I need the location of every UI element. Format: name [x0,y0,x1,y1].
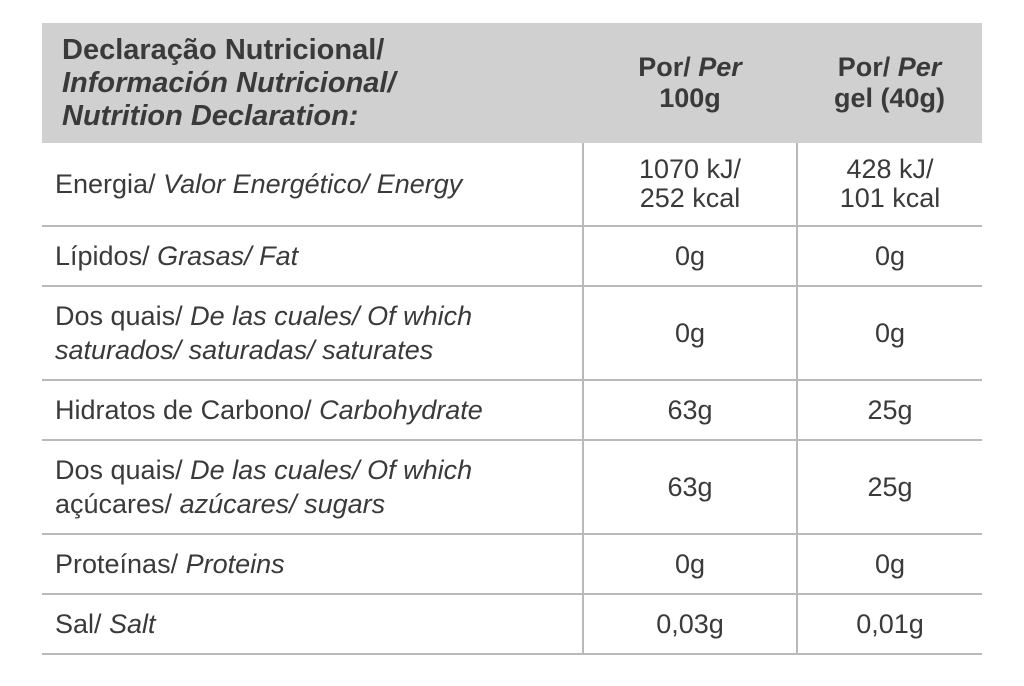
per-label: Per [897,52,942,82]
label-segment: Dos quais/ [55,301,191,331]
label-segment: açúcares/ [55,489,180,519]
value-line: 25g [867,394,913,425]
title-line-english: Nutrition Declaration: [62,99,359,132]
value-line: 428 kJ/ [846,154,934,184]
value-per-gel: 0,01g [796,594,982,655]
value-per-100g: 63g [582,380,797,441]
value-per-100g: 63g [582,440,797,535]
value-line: 0g [874,548,906,579]
value-line: 63g [667,394,713,425]
value-per-100g: 0g [582,226,797,287]
value-line: 0g [874,317,906,348]
nutrient-label: Dos quais/ De las cuales/ Of which satura… [42,286,583,381]
per-100g-label-line: Por/ Per [583,52,797,83]
nutrient-label: Dos quais/ De las cuales/ Of which açúcar… [42,440,583,535]
nutrient-label: Lípidos/ Grasas/ Fat [42,226,583,287]
label-segment: Proteins [185,549,285,579]
value-line: 0g [874,240,906,271]
value-line: 1070 kJ/ [638,154,742,184]
value-line: 0g [674,317,706,348]
value-line: 25g [867,471,913,502]
value-per-gel: 0g [796,226,982,287]
nutrition-table: Declaração Nutricional/ Información Nutr… [42,23,982,655]
label-segment: Energia/ [55,169,164,199]
nutrient-label: Proteínas/ Proteins [42,534,583,595]
por-label: Por/ [837,52,891,82]
value-line: 0g [674,548,706,579]
value-per-gel: 0g [796,286,982,381]
value-line: 0,03g [656,608,724,639]
label-segment: saturados/ saturadas/ saturates [55,335,434,365]
label-segment: De las cuales/ Of which [190,455,473,485]
nutrient-row-sugars: Dos quais/ De las cuales/ Of which açúcar… [42,440,982,535]
label-segment: Proteínas/ [55,549,186,579]
per-label: Per [698,52,742,82]
nutrient-row-fat: Lípidos/ Grasas/ Fat 0g 0g [42,226,982,287]
value-line: 101 kcal [839,183,941,213]
per-gel-amount: gel (40g) [833,83,946,113]
label-segment: Hidratos de Carbono/ [55,395,320,425]
value-per-gel: 25g [796,440,982,535]
label-segment: azúcares/ sugars [179,489,386,519]
label-segment: Salt [109,609,156,639]
value-per-gel: 428 kJ/101 kcal [796,143,982,227]
nutrient-row-carbohydrate: Hidratos de Carbono/ Carbohydrate 63g 25g [42,380,982,441]
label-segment: Carbohydrate [319,395,483,425]
value-line: 252 kcal [639,183,741,213]
value-per-gel: 0g [796,534,982,595]
value-per-100g: 0,03g [582,594,797,655]
value-per-100g: 1070 kJ/252 kcal [582,143,797,227]
label-segment: Valor Energético/ Energy [163,169,463,199]
column-header-per-gel: Por/ Per gel (40g) [797,23,982,143]
nutrient-row-energy: Energia/ Valor Energético/ Energy 1070 kJ… [42,143,982,227]
nutrient-row-proteins: Proteínas/ Proteins 0g 0g [42,534,982,595]
nutrient-label: Energia/ Valor Energético/ Energy [42,143,583,227]
value-per-100g: 0g [582,534,797,595]
label-segment: Sal/ [55,609,110,639]
label-segment: De las cuales/ Of which [190,301,473,331]
title-line-portuguese: Declaração Nutricional/ [62,33,385,66]
label-segment: Lípidos/ [55,241,158,271]
column-header-per-100g: Por/ Per 100g [583,23,797,143]
label-segment: Grasas/ Fat [157,241,299,271]
per-100g-amount: 100g [659,83,721,113]
nutrient-row-saturates: Dos quais/ De las cuales/ Of which satura… [42,286,982,381]
nutrition-rows: Energia/ Valor Energético/ Energy 1070 kJ… [42,143,982,655]
value-line: 63g [667,471,713,502]
value-per-gel: 25g [796,380,982,441]
nutrient-label: Hidratos de Carbono/ Carbohydrate [42,380,583,441]
label-segment: Dos quais/ [55,455,191,485]
value-line: 0g [674,240,706,271]
value-per-100g: 0g [582,286,797,381]
table-header-row: Declaração Nutricional/ Información Nutr… [42,23,982,143]
per-gel-label-line: Por/ Per [797,52,982,83]
value-line: 0,01g [856,608,924,639]
por-label: Por/ [638,52,691,82]
title-line-spanish: Información Nutricional/ [62,66,396,99]
nutrient-label: Sal/ Salt [42,594,583,655]
nutrient-row-salt: Sal/ Salt 0,03g 0,01g [42,594,982,655]
table-title-cell: Declaração Nutricional/ Información Nutr… [42,23,583,143]
